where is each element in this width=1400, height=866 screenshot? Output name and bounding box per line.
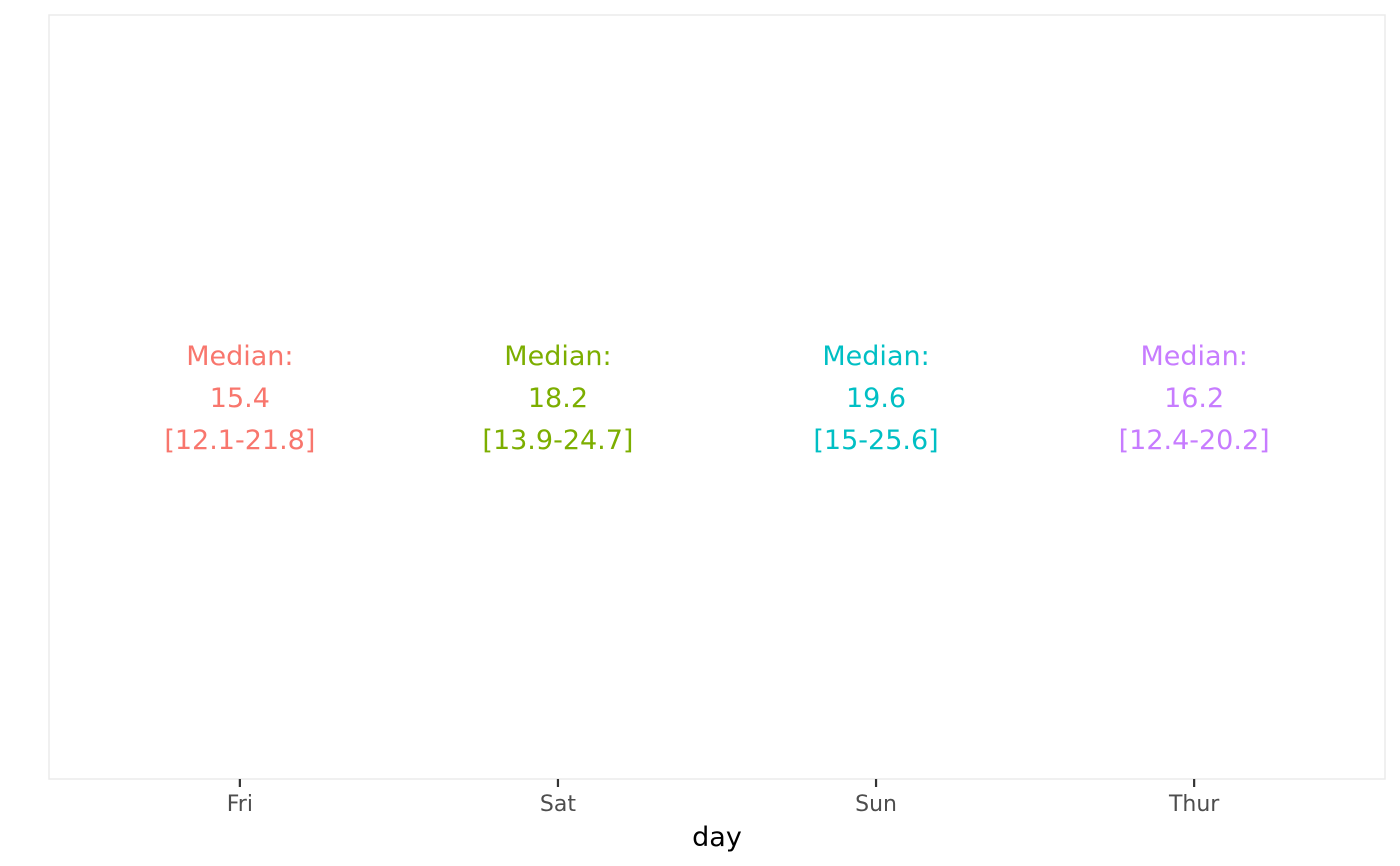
annotations: Median: 15.4 [12.1-21.8] Median: 18.2 [13.9-2… <box>164 341 1269 456</box>
annotation-range-thur: [12.4-20.2] <box>1119 425 1270 456</box>
annotation-sat: Median: 18.2 [13.9-24.7] <box>482 341 633 456</box>
annotation-heading-sun: Median: <box>822 341 929 372</box>
x-tick-label-fri: Fri <box>227 792 253 817</box>
annotation-median-thur: 16.2 <box>1164 383 1224 414</box>
annotation-heading-fri: Median: <box>186 341 293 372</box>
annotation-thur: Median: 16.2 [12.4-20.2] <box>1119 341 1270 456</box>
annotation-median-fri: 15.4 <box>210 383 270 414</box>
plot-panel <box>48 14 1386 780</box>
annotation-range-sat: [13.9-24.7] <box>482 425 633 456</box>
x-axis-title: day <box>692 822 742 853</box>
annotation-heading-thur: Median: <box>1140 341 1247 372</box>
annotation-range-sun: [15-25.6] <box>813 425 938 456</box>
annotation-heading-sat: Median: <box>504 341 611 372</box>
x-tick-label-sat: Sat <box>540 792 576 817</box>
annotation-fri: Median: 15.4 [12.1-21.8] <box>164 341 315 456</box>
annotation-range-fri: [12.1-21.8] <box>164 425 315 456</box>
x-tick-label-thur: Thur <box>1168 792 1220 817</box>
annotation-median-sun: 19.6 <box>846 383 906 414</box>
annotation-median-sat: 18.2 <box>528 383 588 414</box>
annotation-sun: Median: 19.6 [15-25.6] <box>813 341 938 456</box>
x-axis: Fri Sat Sun Thur <box>227 779 1220 817</box>
x-tick-label-sun: Sun <box>855 792 897 817</box>
